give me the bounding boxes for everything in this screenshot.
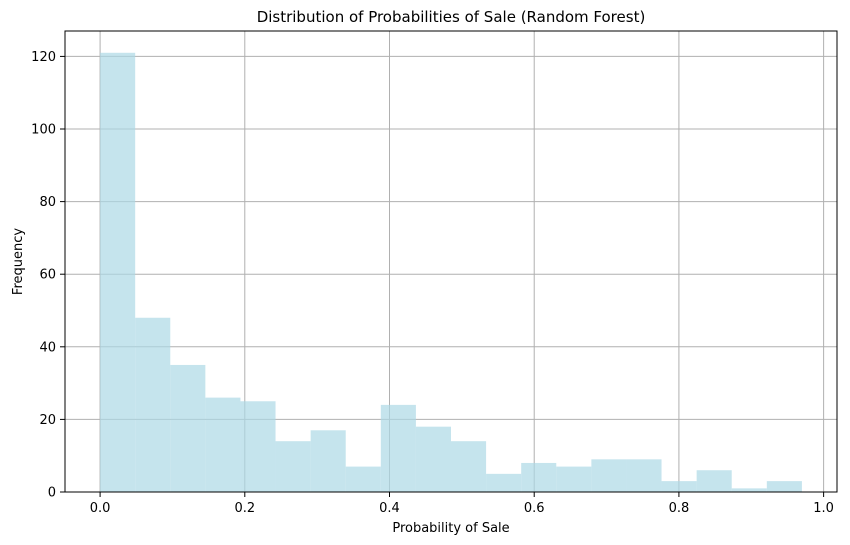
histogram-bar [415, 426, 451, 492]
histogram-bar [275, 441, 311, 492]
histogram-bar [310, 430, 346, 492]
plot-frame [64, 30, 838, 493]
x-tick-label: 0.0 [90, 501, 111, 516]
y-tick-label: 80 [39, 195, 56, 210]
x-tick-label: 0.8 [669, 501, 690, 516]
x-tick-label: 1.0 [813, 501, 834, 516]
histogram-bar [486, 473, 522, 492]
histogram-bar [135, 317, 171, 492]
histogram-bar [451, 441, 487, 492]
histogram-bar [766, 481, 802, 492]
histogram-bar [100, 52, 136, 492]
y-axis-label: Frequency [11, 228, 26, 295]
histogram-bar [626, 459, 662, 492]
y-tick-label: 60 [39, 268, 56, 283]
y-tick-label: 100 [31, 123, 56, 138]
histogram-bar [380, 404, 416, 492]
histogram-bar [731, 488, 767, 492]
y-tick-label: 20 [39, 413, 56, 428]
histogram-bar [345, 466, 381, 492]
histogram-bar [696, 470, 732, 492]
histogram-bar [556, 466, 592, 492]
x-tick-label: 0.4 [379, 501, 400, 516]
histogram-bar [240, 401, 276, 492]
x-tick-label: 0.2 [234, 501, 255, 516]
x-tick-label: 0.6 [524, 501, 545, 516]
y-tick-label: 0 [48, 486, 56, 501]
y-tick-label: 40 [39, 340, 56, 355]
histogram-bar [521, 462, 557, 492]
bar-layer [100, 52, 802, 492]
chart-title: Distribution of Probabilities of Sale (R… [257, 8, 646, 26]
histogram-bar [205, 397, 241, 492]
grid-layer [65, 31, 837, 493]
tick-layer: 0.0 0.2 0.4 0.6 0.8 1.0 0 20 40 60 80 100 120 [31, 50, 834, 516]
x-axis-label: Probability of Sale [392, 521, 509, 536]
y-tick-label: 120 [31, 50, 56, 65]
histogram-bar [591, 459, 627, 492]
histogram-bar [170, 364, 206, 492]
histogram-bar [661, 481, 697, 492]
